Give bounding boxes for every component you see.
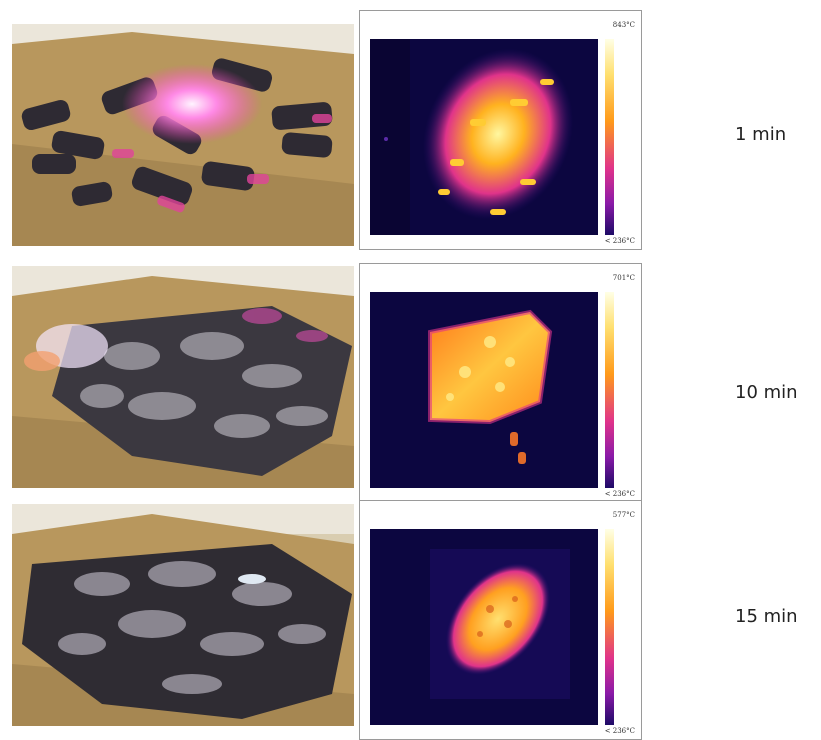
temperature-scale-bar [605,292,614,488]
photo-10min-svg [12,266,354,488]
max-temp-label: 577°C [612,511,635,519]
temperature-scale-bar [605,529,614,725]
max-temp-label: 701°C [612,274,635,282]
burning-pellets-photo-10min [12,266,354,488]
thermal-image-10min: 701°C < 236°C [359,263,642,503]
burning-pellets-photo-15min [12,504,354,726]
min-temp-label: < 236°C [604,727,635,735]
time-label-1min: 1 min [735,124,787,145]
thermal-field-10min [370,292,598,488]
thermal-image-1min: 843°C < 236°C [359,10,642,250]
min-temp-label: < 236°C [604,237,635,245]
max-temp-label: 843°C [612,21,635,29]
thermal-field-1min [370,39,598,235]
thermal-image-15min: 577°C < 236°C [359,500,642,740]
time-label-10min: 10 min [735,382,798,403]
min-temp-label: < 236°C [604,490,635,498]
burning-pellets-photo-1min [12,24,354,246]
thermal-field-15min [370,529,598,725]
photo-1min-svg [12,24,354,246]
temperature-scale-bar [605,39,614,235]
photo-15min-svg [12,504,354,726]
time-label-15min: 15 min [735,606,798,627]
